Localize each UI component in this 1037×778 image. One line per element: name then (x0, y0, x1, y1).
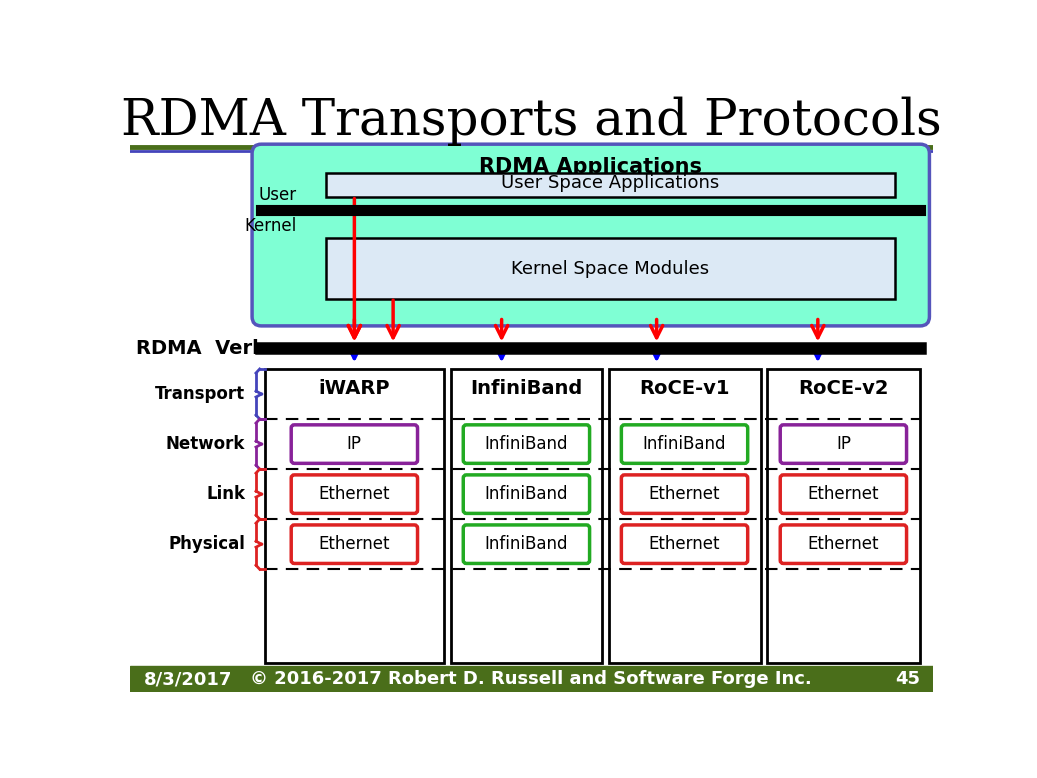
Text: Ethernet: Ethernet (318, 485, 390, 503)
Text: InfiniBand: InfiniBand (643, 435, 726, 453)
FancyBboxPatch shape (326, 173, 895, 198)
Text: Ethernet: Ethernet (808, 535, 879, 553)
Bar (130, 666, 933, 692)
FancyBboxPatch shape (464, 475, 590, 513)
Text: 8/3/2017: 8/3/2017 (143, 671, 232, 689)
Text: InfiniBand: InfiniBand (484, 485, 568, 503)
Text: User: User (258, 186, 297, 205)
Text: RDMA Applications: RDMA Applications (479, 157, 702, 177)
Text: Ethernet: Ethernet (318, 535, 390, 553)
FancyBboxPatch shape (291, 525, 418, 563)
FancyBboxPatch shape (291, 475, 418, 513)
FancyBboxPatch shape (621, 425, 748, 464)
FancyBboxPatch shape (291, 425, 418, 464)
Text: Ethernet: Ethernet (808, 485, 879, 503)
Text: RDMA  Verbs: RDMA Verbs (136, 338, 277, 358)
Text: InfiniBand: InfiniBand (484, 535, 568, 553)
Text: RDMA Transports and Protocols: RDMA Transports and Protocols (120, 96, 942, 145)
FancyBboxPatch shape (464, 525, 590, 563)
FancyBboxPatch shape (464, 425, 590, 464)
Text: Ethernet: Ethernet (649, 485, 721, 503)
Text: Network: Network (166, 435, 245, 453)
FancyBboxPatch shape (780, 525, 906, 563)
Bar (265, 369, 444, 663)
Text: IP: IP (346, 435, 362, 453)
FancyBboxPatch shape (621, 525, 748, 563)
Text: Physical: Physical (168, 535, 245, 553)
FancyBboxPatch shape (780, 425, 906, 464)
Text: Kernel Space Modules: Kernel Space Modules (511, 260, 709, 278)
Bar (766, 369, 920, 663)
Bar (609, 369, 761, 663)
Text: User Space Applications: User Space Applications (501, 174, 720, 192)
Text: RoCE-v1: RoCE-v1 (639, 379, 730, 398)
Text: IP: IP (836, 435, 851, 453)
FancyBboxPatch shape (621, 475, 748, 513)
Bar (451, 369, 602, 663)
Text: Link: Link (206, 485, 245, 503)
FancyBboxPatch shape (252, 144, 929, 326)
FancyBboxPatch shape (780, 475, 906, 513)
Text: Kernel: Kernel (244, 216, 297, 234)
Text: Ethernet: Ethernet (649, 535, 721, 553)
Text: © 2016-2017 Robert D. Russell and Software Forge Inc.: © 2016-2017 Robert D. Russell and Softwa… (250, 671, 812, 689)
Text: iWARP: iWARP (318, 379, 390, 398)
FancyBboxPatch shape (326, 238, 895, 299)
Text: 45: 45 (895, 671, 920, 689)
Text: InfiniBand: InfiniBand (484, 435, 568, 453)
Text: InfiniBand: InfiniBand (471, 379, 583, 398)
Text: RoCE-v2: RoCE-v2 (798, 379, 889, 398)
Text: Transport: Transport (155, 385, 245, 403)
